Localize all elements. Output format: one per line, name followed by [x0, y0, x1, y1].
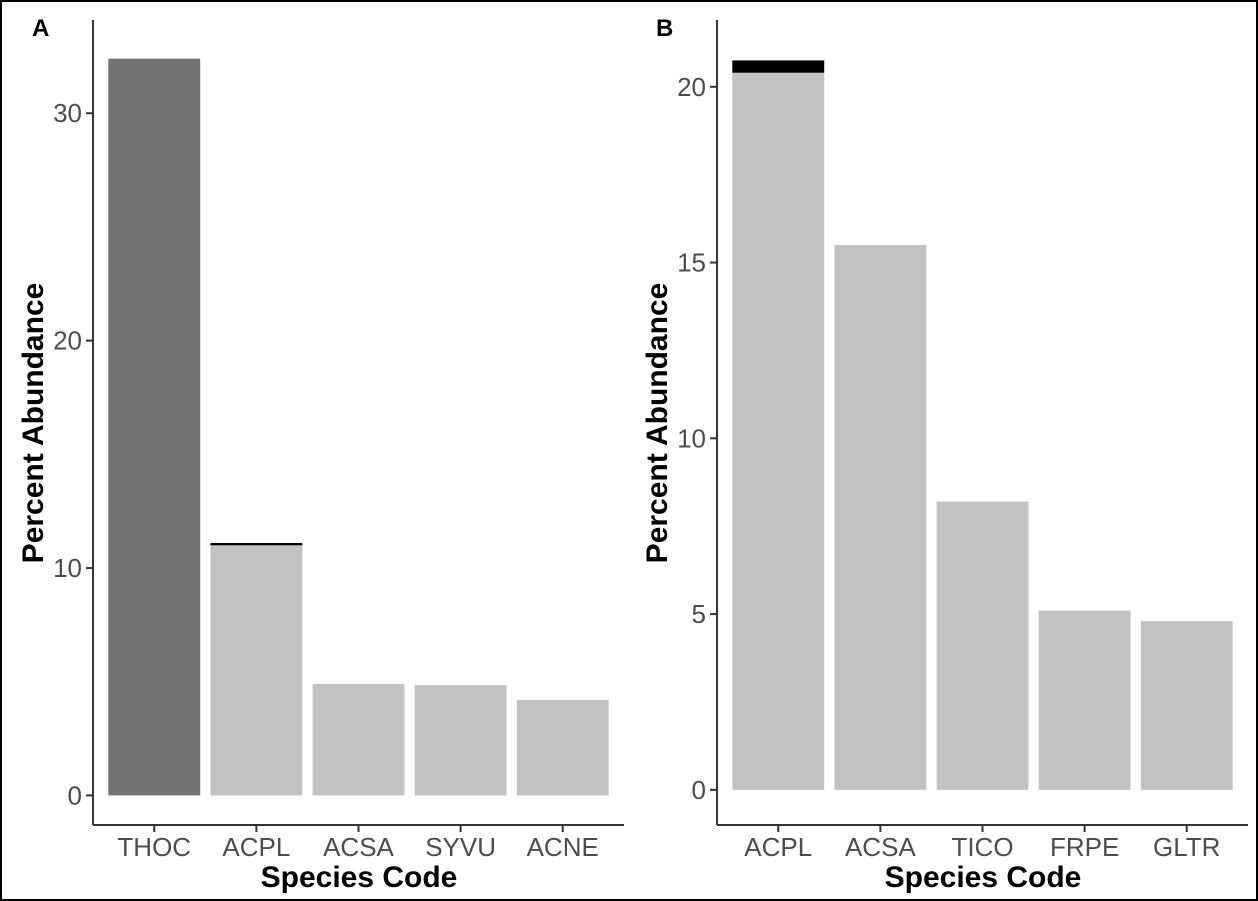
bar-tico — [936, 501, 1029, 790]
bar-acsa — [312, 684, 405, 796]
panel-a-error-bars — [210, 543, 303, 546]
x-tick-label-thoc: THOC — [117, 832, 191, 862]
error-bar-acpl — [732, 60, 825, 73]
y-tick-label-30: 30 — [53, 98, 82, 128]
panel-b-y-ticks: 0 5 10 15 20 — [677, 72, 717, 805]
panel-a-x-axis-title: Species Code — [261, 861, 458, 894]
panel-b-error-bars — [732, 60, 825, 73]
bar-acne — [516, 699, 609, 796]
panel-b-x-axis-title: Species Code — [885, 861, 1082, 894]
y-tick-label-20: 20 — [53, 326, 82, 356]
panel-b-y-axis-title: Percent Abundance — [641, 283, 674, 564]
bar-acsa — [834, 244, 927, 790]
x-tick-label-frpe: FRPE — [1050, 832, 1119, 862]
panel-a: A 0 10 20 30 THOC ACPL ACSA SYVU ACNE Species C… — [17, 15, 624, 894]
bar-syvu — [414, 685, 507, 796]
panel-a-y-axis-title: Percent Abundance — [17, 283, 50, 564]
error-bar-acpl — [210, 543, 303, 546]
bar-frpe — [1038, 610, 1131, 790]
y-tick-label-5: 5 — [692, 599, 706, 629]
panel-b-bars — [732, 72, 1233, 790]
panel-b-x-ticks: ACPL ACSA TICO FRPE GLTR — [744, 825, 1220, 862]
x-tick-label-acpl: ACPL — [744, 832, 812, 862]
panel-a-label: A — [32, 15, 49, 42]
y-tick-label-15: 15 — [677, 248, 706, 278]
panel-b: B 0 5 10 15 20 ACPL ACSA TICO FRPE GLTR Species … — [641, 15, 1248, 894]
x-tick-label-acsa: ACSA — [845, 832, 916, 862]
y-tick-label-0: 0 — [692, 775, 706, 805]
panel-a-x-ticks: THOC ACPL ACSA SYVU ACNE — [117, 825, 599, 862]
panel-a-y-ticks: 0 10 20 30 — [53, 98, 93, 810]
y-tick-label-20: 20 — [677, 72, 706, 102]
bar-acpl — [210, 545, 303, 796]
y-tick-label-0: 0 — [68, 780, 82, 810]
x-tick-label-acpl: ACPL — [222, 832, 290, 862]
panel-a-bars — [108, 58, 609, 796]
bar-acpl — [732, 72, 825, 790]
x-tick-label-acne: ACNE — [527, 832, 599, 862]
bar-gltr — [1140, 621, 1233, 790]
y-tick-label-10: 10 — [677, 423, 706, 453]
x-tick-label-tico: TICO — [951, 832, 1013, 862]
panel-b-label: B — [656, 15, 673, 42]
x-tick-label-syvu: SYVU — [425, 832, 496, 862]
x-tick-label-acsa: ACSA — [323, 832, 394, 862]
y-tick-label-10: 10 — [53, 553, 82, 583]
bar-thoc — [108, 58, 201, 796]
x-tick-label-gltr: GLTR — [1153, 832, 1220, 862]
